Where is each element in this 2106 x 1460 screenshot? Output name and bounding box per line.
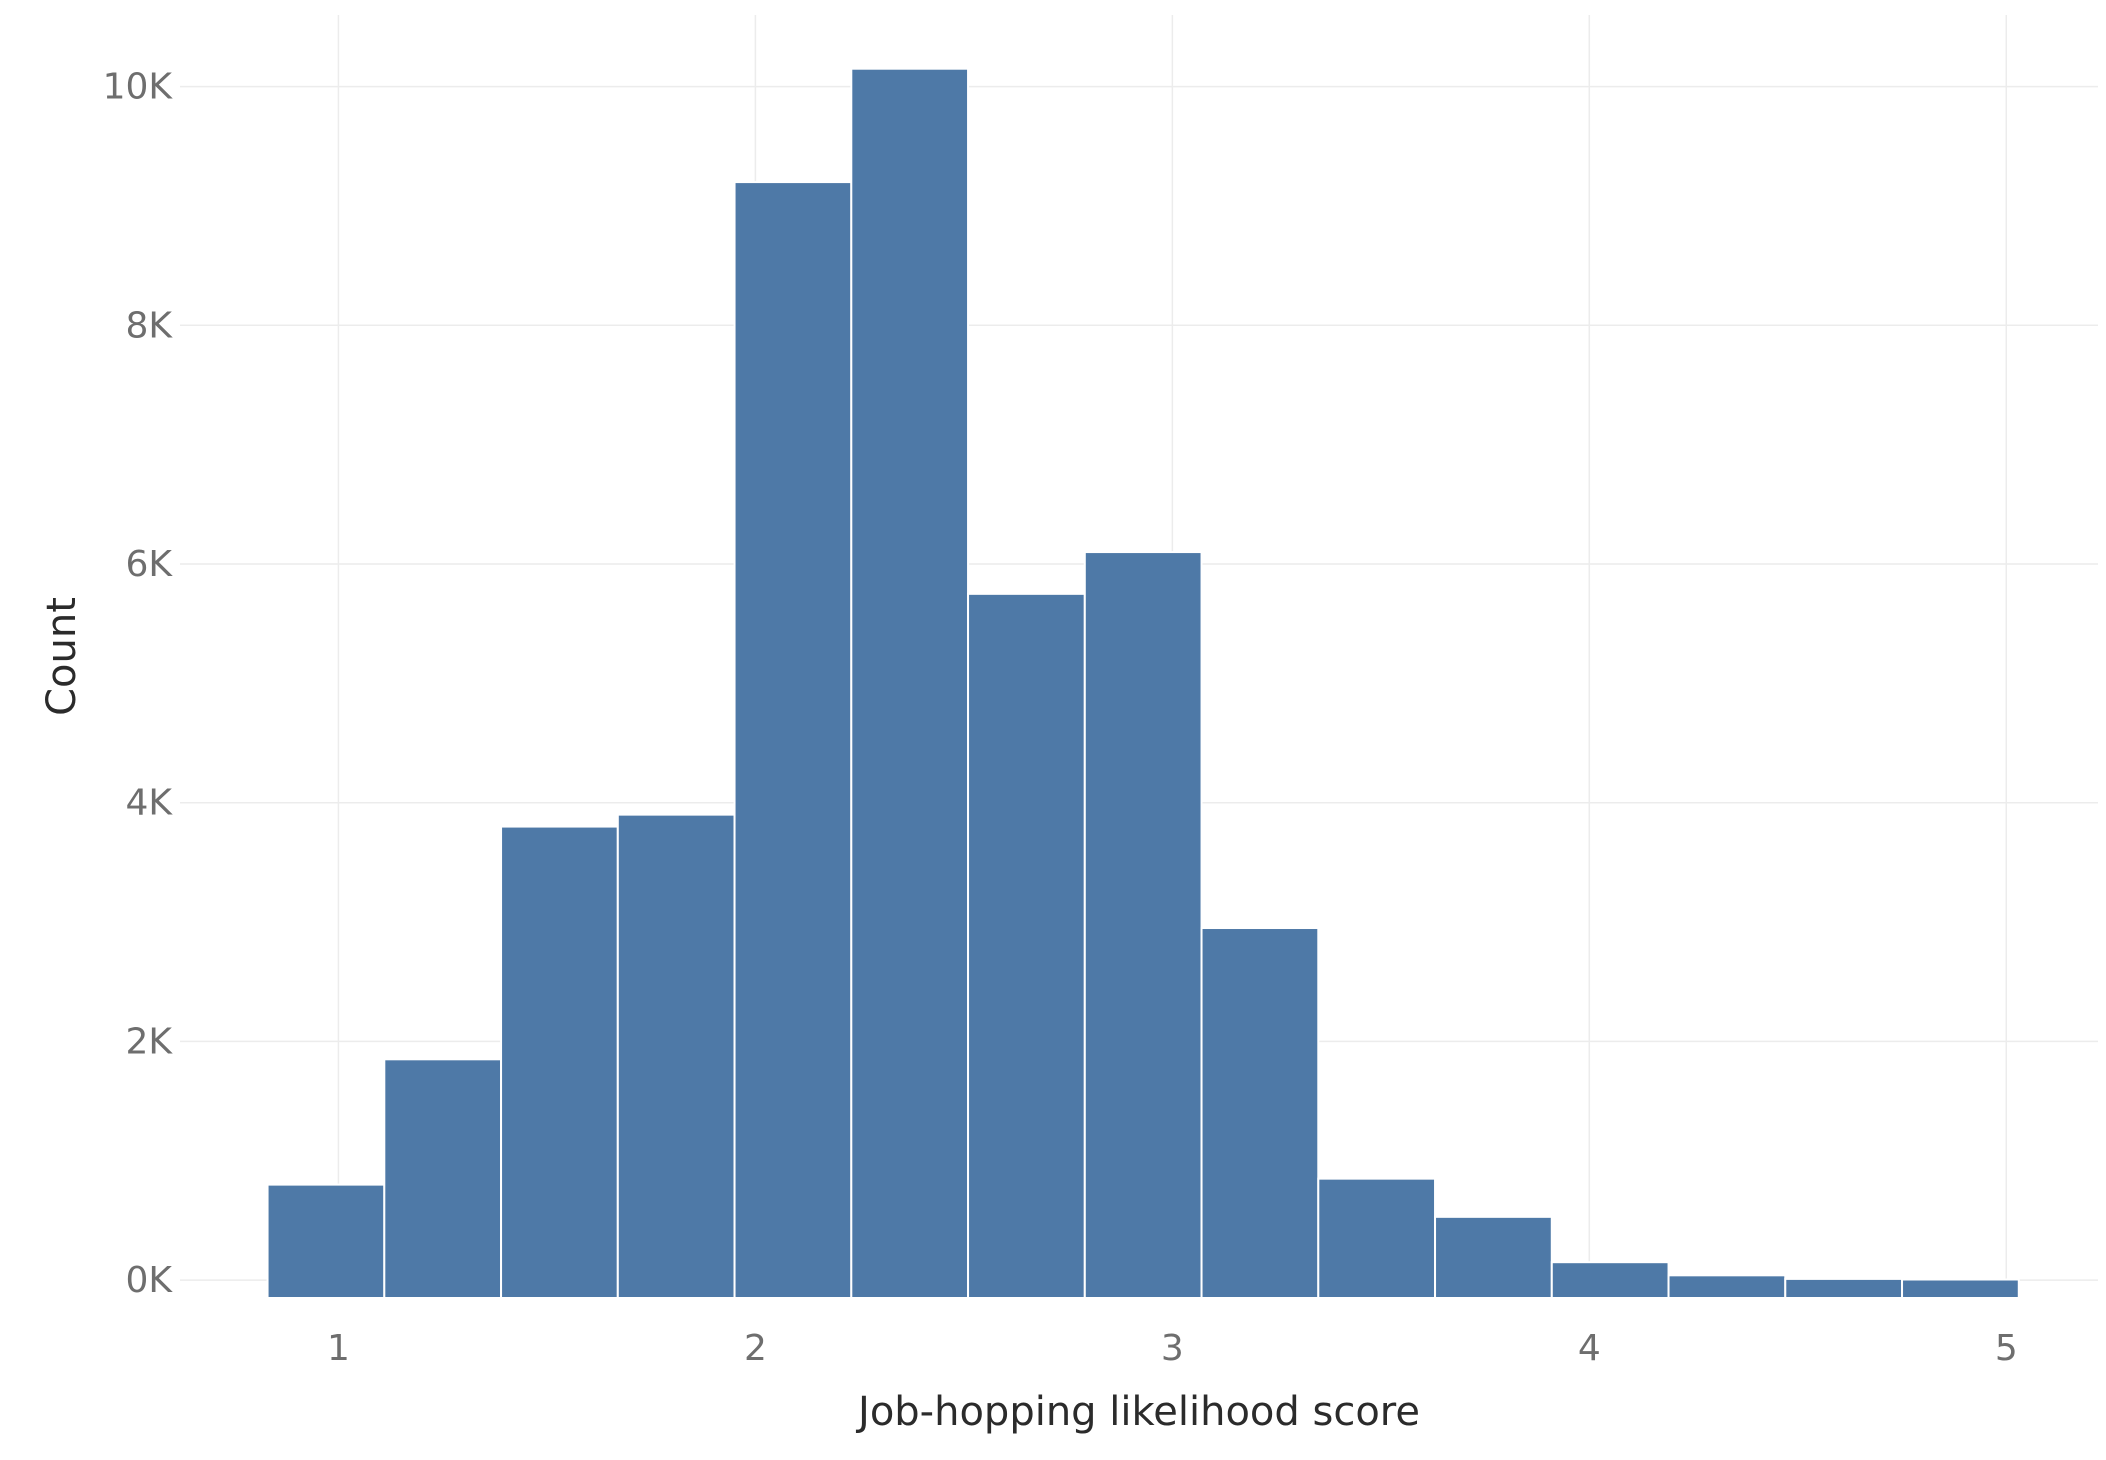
histogram-bar-13 [1667, 1274, 1787, 1300]
y-tick-label: 0K [125, 1260, 173, 1301]
histogram-bar-11 [1434, 1215, 1553, 1299]
histogram-bar-1 [266, 1183, 386, 1300]
histogram-bar-7 [967, 592, 1086, 1299]
histogram-bar-2 [383, 1058, 503, 1300]
x-axis-title: Job-hopping likelihood score [855, 1389, 1420, 1435]
y-tick-label: 2K [125, 1021, 173, 1062]
y-tick-label: 4K [125, 783, 173, 824]
histogram-bar-12 [1550, 1261, 1670, 1299]
histogram-bar-10 [1317, 1177, 1437, 1299]
y-axis-title: Count [39, 597, 85, 716]
histogram-bar-8 [1083, 551, 1203, 1299]
x-axis-ticks: 1 2 3 4 5 [327, 1328, 2018, 1369]
histogram-bar-15 [1901, 1278, 2020, 1300]
x-tick-label: 3 [1161, 1328, 1184, 1369]
histogram-bar-3 [500, 825, 619, 1299]
x-tick-label: 1 [327, 1328, 350, 1369]
y-axis-ticks: 0K 2K 4K 6K 8K 10K [103, 67, 174, 1301]
x-tick-label: 5 [1995, 1328, 2018, 1369]
x-tick-label: 2 [744, 1328, 767, 1369]
y-tick-label: 10K [103, 67, 174, 108]
x-tick-label: 4 [1578, 1328, 1601, 1369]
histogram-bar-6 [850, 67, 970, 1299]
histogram-bar-4 [616, 813, 736, 1299]
histogram-bar-14 [1784, 1277, 1904, 1299]
y-tick-label: 8K [125, 305, 173, 346]
histogram-bar-5 [733, 181, 853, 1299]
bars [266, 67, 2020, 1300]
histogram-bar-9 [1200, 927, 1320, 1299]
y-tick-label: 6K [125, 544, 173, 585]
